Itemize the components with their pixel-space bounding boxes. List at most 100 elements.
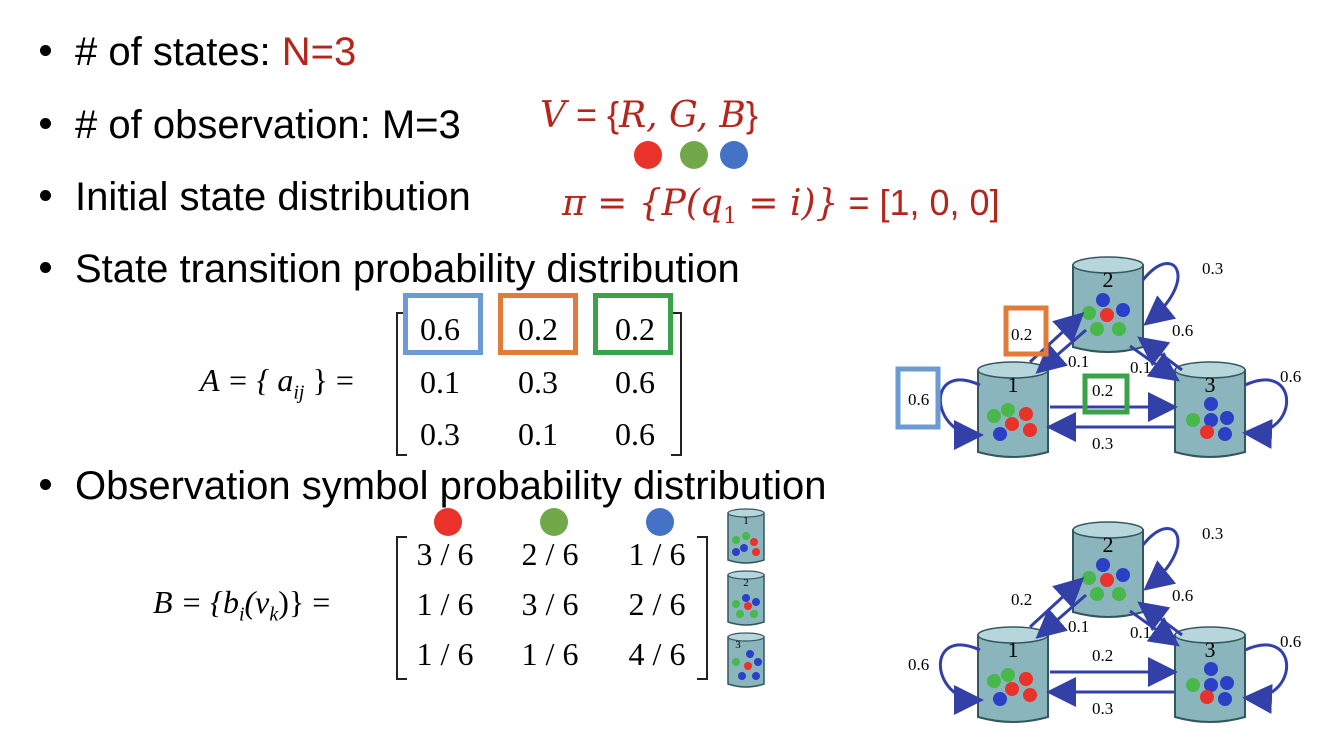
highlight-box-s1-self [895,366,941,430]
matrix-a-right-bracket [671,312,682,456]
s2-to-s1-arrow [1035,593,1087,639]
green-observation-dot [680,141,708,169]
bullet-text: Observation symbol probability distribut… [75,464,827,508]
matrix-b-cell: 1 / 6 [628,536,686,572]
s2-self-arrow [1141,262,1180,326]
bullet-text: # of observation: M=3 [75,103,461,147]
highlight-box-blue [403,293,483,355]
matrix-b-cell: 1 / 6 [416,636,474,672]
state-2-urn: 2 [1072,256,1144,353]
green-column-dot [540,508,568,536]
bullet-num-states: # of states: N=3 [40,28,356,76]
matrix-a-label: A = { aij } = [200,362,354,404]
matrix-b-cell: 1 / 6 [416,586,474,622]
matrix-b-cell: 2 / 6 [521,536,579,572]
s1-self-arrow [938,378,984,450]
highlight-box-orange [498,293,578,355]
svg-text:0.6: 0.6 [1280,632,1301,651]
bullet-dot [40,189,51,201]
svg-text:0.1: 0.1 [1130,358,1151,377]
bullet-text: State transition probability distributio… [75,247,740,291]
mini-urn-3: 3 [727,632,765,688]
matrix-a-cell: 0.6 [615,416,655,452]
state-3-urn: 3 [1174,361,1246,458]
mini-urn-1: 1 [727,508,765,564]
state-2-urn: 2 [1072,521,1144,618]
state-diagram: 2 1 3 0.3 0.6 0.6 0.2 0.1 0.1 0.6 0.2 0.… [908,521,1301,723]
svg-text:0.6: 0.6 [908,655,929,674]
svg-text:2: 2 [743,577,749,589]
s3-self-arrow [1242,643,1289,714]
matrix-b-cell: 4 / 6 [628,636,686,672]
svg-text:1: 1 [743,515,749,527]
svg-text:0.6: 0.6 [1280,367,1301,386]
matrix-b-cell: 3 / 6 [416,536,474,572]
svg-text:0.2: 0.2 [1011,590,1032,609]
matrix-a-cell: 0.2 [615,311,655,347]
matrix-a-cell: 0.1 [518,416,558,452]
bullet-dot [40,261,51,273]
bullet-text: Initial state distribution [75,175,471,219]
svg-text:2: 2 [1103,532,1114,557]
matrix-b-cell: 1 / 6 [521,636,579,672]
matrix-b-right-bracket [697,536,708,680]
matrix-a-cell: 0.2 [518,311,558,347]
matrix-a-cell: 0.3 [518,364,558,400]
bullet-initial-dist: Initial state distribution [40,173,471,221]
bullet-observation-dist: Observation symbol probability distribut… [40,462,826,510]
svg-text:0.1: 0.1 [1068,352,1089,371]
state-diagram-highlighted: 2 1 3 0.3 0.6 0.6 0.2 0.1 0.1 0.6 0.2 0.… [895,256,1301,458]
mini-urn-column: 1 2 3 [727,508,765,688]
s2-to-s3-arrow [1129,344,1180,382]
bullet-dot [40,478,51,490]
num-states-value: N=3 [281,30,357,74]
matrix-b-cell: 2 / 6 [628,586,686,622]
s2-self-arrow [1141,527,1180,591]
matrix-b-label: B = {bi(vk)} = [153,584,331,626]
s3-self-arrow [1242,378,1289,449]
bullet-num-observation: # of observation: M=3 [40,101,461,149]
s1-self-arrow [938,643,984,715]
svg-text:0.3: 0.3 [1202,524,1223,543]
matrix-a-cell: 0.1 [420,364,460,400]
svg-text:0.2: 0.2 [1092,381,1113,400]
state-1-urn: 1 [977,361,1049,458]
matrix-a-cell: 0.3 [420,416,460,452]
svg-text:0.3: 0.3 [1092,699,1113,718]
svg-text:2: 2 [1103,267,1114,292]
svg-text:0.3: 0.3 [1092,434,1113,453]
red-column-dot [434,508,462,536]
svg-text:1: 1 [1008,372,1019,397]
svg-text:0.1: 0.1 [1130,623,1151,642]
svg-text:0.2: 0.2 [1011,325,1032,344]
svg-text:3: 3 [1205,637,1216,662]
svg-text:0.2: 0.2 [1092,646,1113,665]
blue-column-dot [646,508,674,536]
state-1-urn: 1 [977,626,1049,723]
initial-dist-formula: π = {P(q1 = i)} = [1, 0, 0] [562,182,1000,230]
highlight-box-s1-to-s2 [1003,305,1049,357]
blue-observation-dot [720,141,748,169]
observation-set-formula: V = {R, G, B} [540,94,758,136]
svg-text:0.6: 0.6 [1172,321,1193,340]
bullet-dot [40,117,51,129]
svg-text:1: 1 [1008,637,1019,662]
matrix-a-cell: 0.6 [615,364,655,400]
matrix-b-left-bracket [396,536,407,680]
matrix-a-cell: 0.6 [420,311,460,347]
svg-text:3: 3 [735,639,741,651]
svg-text:0.6: 0.6 [1172,586,1193,605]
svg-text:3: 3 [1205,372,1216,397]
red-observation-dot [634,141,662,169]
s2-to-s3-arrow [1129,609,1180,647]
svg-text:0.3: 0.3 [1202,259,1223,278]
matrix-a-left-bracket [396,312,407,456]
state-3-urn: 3 [1174,626,1246,723]
bullet-dot [40,44,51,56]
s2-to-s1-arrow [1035,328,1087,374]
svg-text:0.1: 0.1 [1068,617,1089,636]
mini-urn-2: 2 [727,570,765,626]
highlight-box-s1-to-s3 [1082,373,1130,415]
matrix-b-cell: 3 / 6 [521,586,579,622]
svg-text:0.6: 0.6 [908,390,929,409]
